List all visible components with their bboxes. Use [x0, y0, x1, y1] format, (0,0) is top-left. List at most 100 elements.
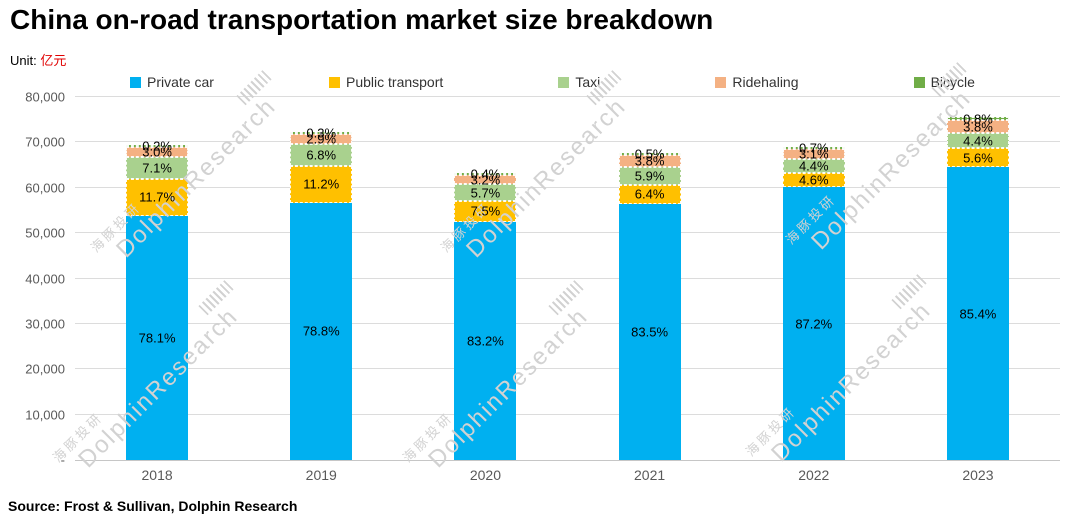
- bar-2021: 83.5% 6.4% 5.9% 3.8% 0.5%: [618, 147, 681, 460]
- bar-segment-ridehaling-2019: 2.9%: [290, 131, 353, 147]
- unit-value: 亿元: [40, 53, 67, 68]
- bar-segment-taxi-2018: 7.1%: [126, 156, 189, 179]
- bar-segment-label-bicycle-2020: 0.4%: [470, 166, 501, 182]
- bar-segment-label-bicycle-2018: 0.2%: [142, 138, 172, 154]
- bar-segment-label-public-transport-2019: 11.2%: [303, 176, 340, 192]
- gridline: [75, 186, 1060, 188]
- gridline: [75, 96, 1060, 97]
- legend-item-public-transport: Public transport: [329, 74, 443, 90]
- gridline: [75, 322, 1060, 324]
- x-axis-label-2022: 2022: [798, 467, 830, 483]
- legend-swatch-public-transport: [329, 76, 340, 88]
- bar-segment-label-bicycle-2019: 0.3%: [306, 125, 337, 141]
- y-axis-label: 60,000: [25, 180, 65, 196]
- legend-swatch-ridehaling: [715, 76, 727, 88]
- bar-segment-ridehaling-2022: 3.1%: [782, 146, 845, 162]
- bar-segment-label-ridehaling-2022: 3.1%: [798, 146, 829, 162]
- bar-segment-label-taxi-2019: 6.8%: [306, 147, 337, 163]
- legend-swatch-taxi: [558, 76, 570, 88]
- bar-segment-private-car-2023: 85.4%: [946, 167, 1009, 460]
- bar-segment-label-private-car-2021: 83.5%: [631, 324, 669, 340]
- bar-segment-bicycle-2020: 0.4%: [454, 168, 517, 181]
- bar-segment-label-taxi-2018: 7.1%: [142, 160, 172, 176]
- bar-segment-label-public-transport-2023: 5.6%: [963, 150, 993, 166]
- y-axis-label: 30,000: [25, 316, 65, 332]
- bar-segment-taxi-2023: 4.4%: [946, 133, 1009, 149]
- gridline: [75, 277, 1060, 279]
- legend-item-taxi: Taxi: [558, 74, 600, 90]
- bar-segment-taxi-2022: 4.4%: [782, 158, 845, 174]
- bar-segment-label-taxi-2020: 5.7%: [470, 185, 501, 201]
- bar-segment-label-ridehaling-2020: 3.2%: [470, 172, 501, 188]
- legend-swatch-private-car: [130, 76, 141, 88]
- legend: Private car Public transport Taxi Ridehalin…: [130, 74, 975, 90]
- bar-segment-label-bicycle-2022: 0.7%: [798, 140, 829, 156]
- legend-label-ridehaling: Ridehaling: [732, 74, 799, 90]
- bar-segment-ridehaling-2021: 3.8%: [618, 154, 681, 167]
- bar-slot-2022: 87.2% 4.6% 4.4% 3.1% 0.7%: [732, 97, 896, 460]
- bar-slot-2018: 78.1% 11.7% 7.1% 3.0% 0.2%: [75, 97, 239, 460]
- y-axis-label: 40,000: [25, 271, 65, 286]
- y-axis-label: 20,000: [25, 361, 65, 377]
- chart-title: China on-road transportation market size…: [10, 4, 714, 35]
- bar-segment-ridehaling-2020: 3.2%: [454, 172, 517, 188]
- bar-segment-public-transport-2021: 6.4%: [618, 184, 681, 205]
- gridline: [75, 232, 1060, 234]
- bar-segment-label-private-car-2022: 87.2%: [795, 316, 833, 331]
- bar-segment-label-private-car-2023: 85.4%: [959, 306, 997, 322]
- bar-segment-label-bicycle-2023: 0.8%: [963, 111, 993, 127]
- unit-label: Unit:: [10, 53, 37, 68]
- bar-segment-label-taxi-2022: 4.4%: [798, 158, 829, 174]
- legend-label-public-transport: Public transport: [346, 74, 444, 90]
- unit-note: Unit: 亿元: [10, 50, 66, 69]
- bar-segment-private-car-2018: 78.1%: [126, 215, 189, 460]
- gridline: [75, 413, 1060, 415]
- y-axis-label: 80,000: [25, 89, 65, 105]
- bar-segment-private-car-2022: 87.2%: [782, 187, 845, 460]
- y-axis-label: 10,000: [25, 407, 65, 423]
- bar-segment-bicycle-2022: 0.7%: [782, 142, 845, 155]
- bar-2022: 87.2% 4.6% 4.4% 3.1% 0.7%: [782, 142, 845, 460]
- bar-segment-private-car-2020: 83.2%: [454, 222, 517, 460]
- bar-segment-label-public-transport-2018: 11.7%: [139, 189, 176, 205]
- bar-segment-bicycle-2023: 0.8%: [946, 112, 1009, 125]
- x-axis-label-2023: 2023: [962, 467, 994, 483]
- bars: 78.1% 11.7% 7.1% 3.0% 0.2% 78.8% 11.2% 6.8% 2.9%…: [75, 97, 1060, 460]
- x-axis-label-2021: 2021: [634, 467, 666, 483]
- legend-item-bicycle: Bicycle: [913, 74, 975, 90]
- gridline: [75, 141, 1060, 143]
- bar-segment-taxi-2020: 5.7%: [454, 184, 517, 201]
- bar-segment-label-ridehaling-2019: 2.9%: [306, 131, 337, 147]
- legend-label-private-car: Private car: [147, 74, 214, 90]
- bar-segment-private-car-2019: 78.8%: [290, 202, 353, 460]
- x-axis-label-2020: 2020: [469, 467, 501, 483]
- bar-segment-taxi-2019: 6.8%: [290, 143, 353, 166]
- bar-slot-2023: 85.4% 5.6% 4.4% 3.8% 0.8%: [896, 97, 1060, 460]
- bar-2018: 78.1% 11.7% 7.1% 3.0% 0.2%: [126, 140, 189, 460]
- legend-swatch-bicycle: [913, 76, 925, 88]
- bar-segment-label-ridehaling-2023: 3.8%: [963, 119, 993, 135]
- x-axis-label-2018: 2018: [141, 467, 173, 483]
- y-axis-label: -: [60, 452, 65, 468]
- bar-segment-label-public-transport-2020: 7.5%: [470, 203, 501, 219]
- y-axis-label: 50,000: [25, 225, 65, 241]
- bar-slot-2019: 78.8% 11.2% 6.8% 2.9% 0.3%: [239, 97, 403, 460]
- bar-segment-label-ridehaling-2018: 3.0%: [142, 144, 172, 160]
- bar-2019: 78.8% 11.2% 6.8% 2.9% 0.3%: [290, 127, 353, 460]
- bar-segment-public-transport-2020: 7.5%: [454, 200, 517, 223]
- gridline: [75, 368, 1060, 370]
- y-axis-label: 70,000: [25, 134, 65, 150]
- bar-segment-public-transport-2023: 5.6%: [946, 148, 1009, 168]
- bar-segment-label-taxi-2023: 4.4%: [963, 133, 993, 149]
- legend-item-ridehaling: Ridehaling: [715, 74, 799, 90]
- bar-slot-2021: 83.5% 6.4% 5.9% 3.8% 0.5%: [568, 97, 732, 460]
- bar-segment-label-private-car-2020: 83.2%: [466, 333, 504, 349]
- bar-segment-label-private-car-2018: 78.1%: [138, 330, 176, 346]
- bar-segment-label-public-transport-2022: 4.6%: [798, 172, 829, 188]
- bar-segment-bicycle-2018: 0.2%: [126, 140, 189, 153]
- legend-item-private-car: Private car: [130, 74, 214, 90]
- bar-segment-ridehaling-2023: 3.8%: [946, 119, 1009, 135]
- bar-segment-public-transport-2019: 11.2%: [290, 166, 353, 203]
- bar-segment-ridehaling-2018: 3.0%: [126, 144, 189, 160]
- bar-segment-label-taxi-2021: 5.9%: [634, 168, 665, 184]
